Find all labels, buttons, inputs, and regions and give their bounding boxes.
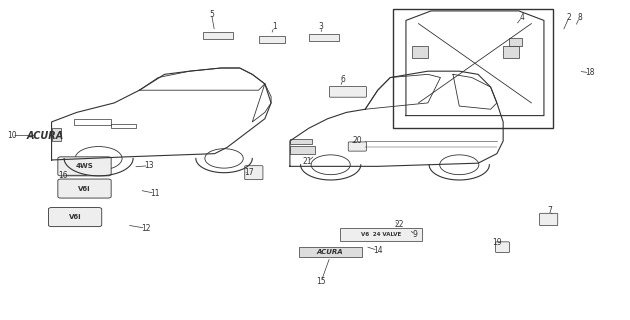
Bar [290,140,312,144]
Text: ACURA: ACURA [317,249,343,255]
Text: 17: 17 [244,168,254,177]
Text: ACURA: ACURA [26,132,64,141]
FancyBboxPatch shape [539,213,558,226]
Text: 5: 5 [209,10,214,19]
FancyBboxPatch shape [329,86,367,97]
Text: 18: 18 [585,68,595,77]
Text: 11: 11 [151,189,160,198]
Bar [52,128,61,141]
Bar [412,46,428,59]
Bar [510,38,522,46]
Text: 2: 2 [566,13,571,22]
Bar [309,34,339,41]
Bar [111,124,136,128]
Text: 21: 21 [303,157,312,166]
Text: 4: 4 [520,13,524,22]
Text: V6  24 VALVE: V6 24 VALVE [361,232,401,237]
Text: 6: 6 [341,75,346,84]
Text: 9: 9 [413,230,418,239]
Text: 19: 19 [492,238,501,247]
Bar [258,36,285,43]
Text: 7: 7 [547,206,553,215]
Text: V6i: V6i [69,214,81,220]
Text: 13: 13 [144,161,154,170]
Text: 15: 15 [316,277,326,286]
FancyBboxPatch shape [49,208,101,227]
Text: 4WS: 4WS [76,163,93,169]
Text: 16: 16 [58,171,67,180]
Bar [503,46,519,59]
Bar [290,146,315,154]
FancyBboxPatch shape [58,157,111,176]
FancyBboxPatch shape [58,179,111,198]
Bar [74,119,111,125]
Text: 3: 3 [319,22,324,31]
Text: 12: 12 [141,224,151,233]
Text: 10: 10 [7,131,17,140]
Text: 20: 20 [353,136,362,146]
Text: 1: 1 [272,22,277,31]
FancyBboxPatch shape [244,166,263,180]
Text: V6i: V6i [78,186,91,192]
Text: 8: 8 [577,13,582,22]
Text: 22: 22 [395,220,404,228]
Bar [393,9,553,128]
FancyBboxPatch shape [348,142,367,151]
Text: 14: 14 [373,246,382,255]
Bar [299,247,362,257]
Bar [203,32,234,39]
Bar [340,228,421,241]
FancyBboxPatch shape [496,242,510,252]
